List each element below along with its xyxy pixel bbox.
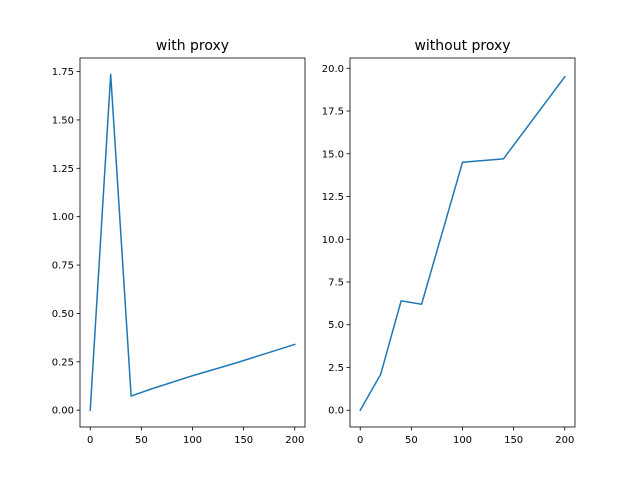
x-tick-label: 150 bbox=[234, 435, 253, 446]
y-tick-label: 1.50 bbox=[52, 115, 74, 126]
axes-frame bbox=[79, 57, 306, 428]
x-tick-label: 200 bbox=[285, 435, 304, 446]
x-tick-label: 150 bbox=[504, 435, 523, 446]
y-tick-label: 1.00 bbox=[52, 212, 74, 223]
y-tick-label: 5.0 bbox=[328, 320, 344, 331]
y-tick-label: 2.5 bbox=[328, 363, 344, 374]
x-tick-label: 50 bbox=[405, 435, 418, 446]
y-tick-label: 12.5 bbox=[322, 192, 344, 203]
y-tick-label: 0.75 bbox=[52, 261, 74, 272]
series-line-1 bbox=[89, 73, 296, 411]
y-tick-label: 7.5 bbox=[328, 277, 344, 288]
y-tick-label: 1.25 bbox=[52, 164, 74, 175]
x-tick-label: 200 bbox=[555, 435, 574, 446]
y-tick-label: 10.0 bbox=[322, 235, 344, 246]
subplot-1: with proxy 0 50 100 150 200 0.00 0.25 0.50 0.75 1.… bbox=[52, 38, 306, 446]
y-tick-label: 0.00 bbox=[52, 406, 74, 417]
axes-frame bbox=[349, 57, 576, 428]
x-tick-label: 50 bbox=[135, 435, 148, 446]
x-tick-label: 0 bbox=[357, 435, 363, 446]
y-tick-label: 17.5 bbox=[322, 107, 344, 118]
y-tick-label: 15.0 bbox=[322, 149, 344, 160]
y-tick-label: 20.0 bbox=[322, 64, 344, 75]
y-tick-label: 0.50 bbox=[52, 309, 74, 320]
x-tick-label: 100 bbox=[183, 435, 202, 446]
y-tick-label: 1.75 bbox=[52, 67, 74, 78]
y-tick-label: 0.25 bbox=[52, 357, 74, 368]
subplot-2: without proxy 0 50 100 150 200 0.0 2.5 5.0 7.5 10.… bbox=[322, 38, 576, 446]
series-line-1 bbox=[359, 75, 566, 412]
y-tick-label: 0.0 bbox=[328, 406, 344, 417]
x-tick-label: 0 bbox=[87, 435, 93, 446]
chart-title: with proxy bbox=[156, 38, 229, 54]
x-tick-label: 100 bbox=[453, 435, 472, 446]
chart-title: without proxy bbox=[414, 38, 510, 54]
